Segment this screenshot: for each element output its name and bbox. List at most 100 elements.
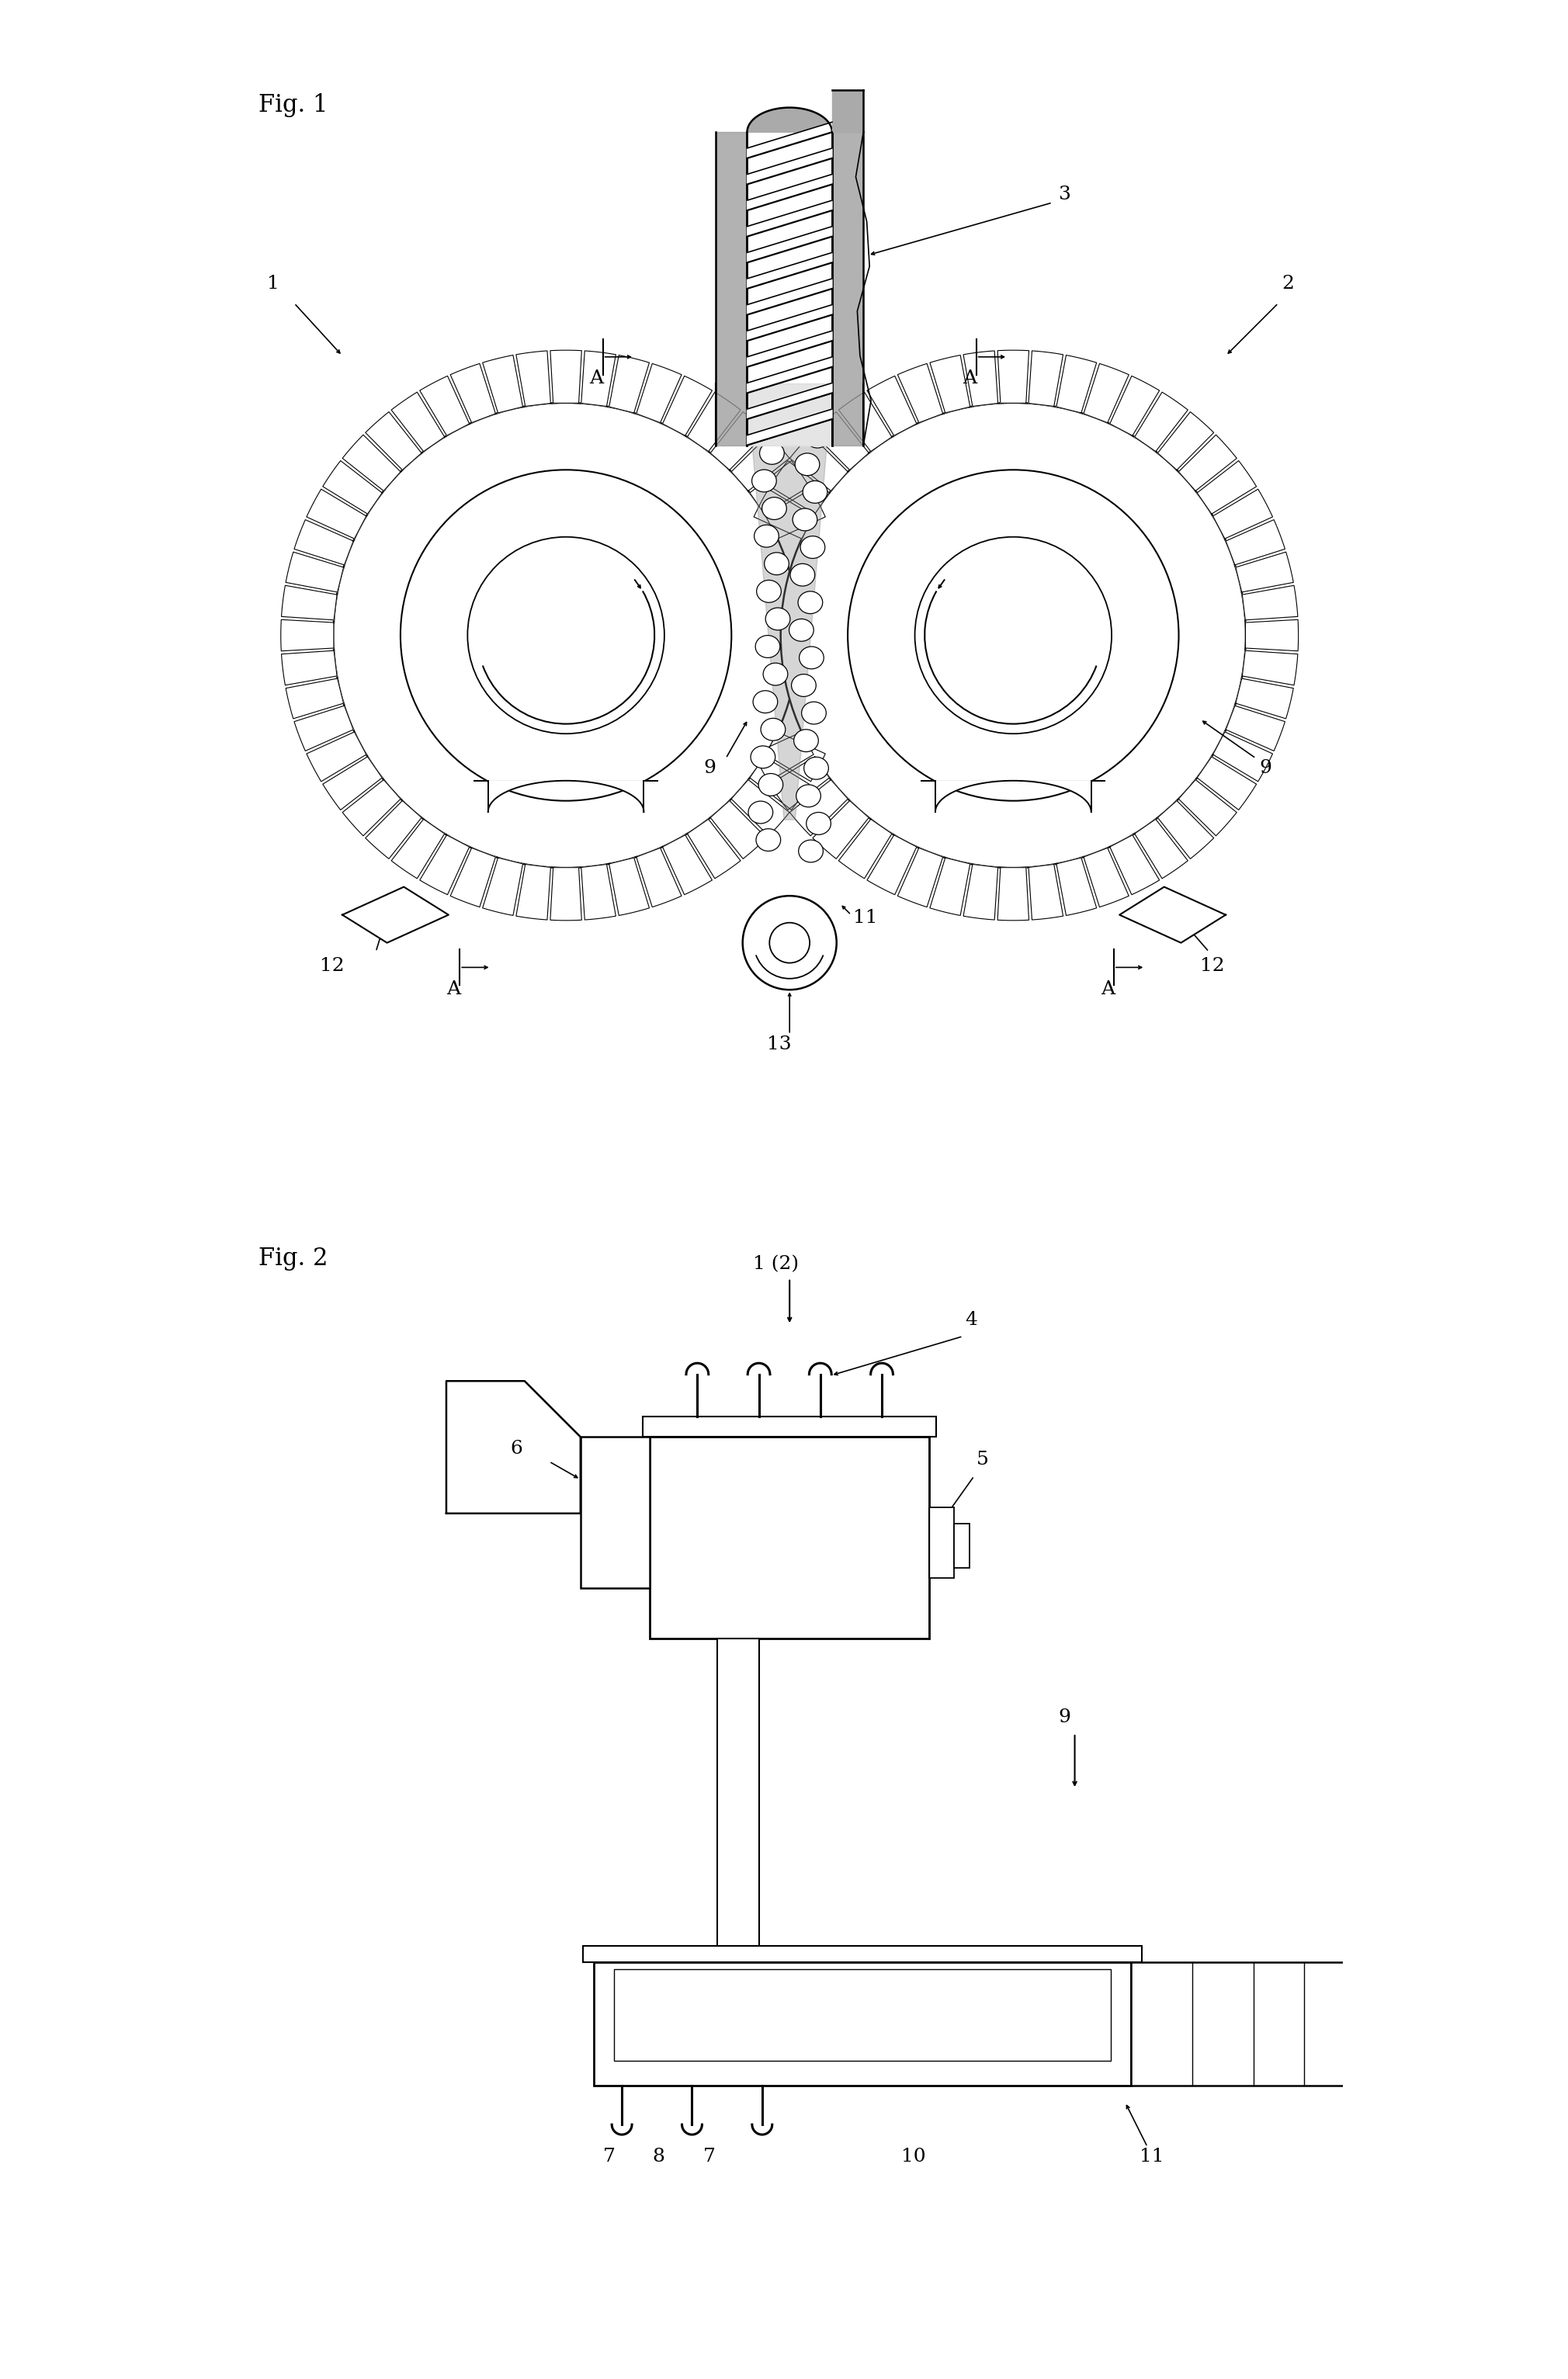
Polygon shape bbox=[1029, 350, 1063, 407]
Circle shape bbox=[281, 350, 851, 921]
Ellipse shape bbox=[764, 552, 789, 576]
Circle shape bbox=[334, 402, 798, 868]
Text: A: A bbox=[447, 980, 461, 999]
Polygon shape bbox=[637, 847, 682, 906]
Polygon shape bbox=[765, 733, 825, 780]
Polygon shape bbox=[746, 278, 833, 314]
Polygon shape bbox=[935, 780, 1091, 811]
Polygon shape bbox=[746, 331, 833, 366]
Polygon shape bbox=[731, 435, 789, 490]
Text: 7: 7 bbox=[704, 2148, 717, 2165]
Polygon shape bbox=[582, 864, 616, 921]
Ellipse shape bbox=[806, 811, 831, 835]
Text: 6: 6 bbox=[510, 1439, 522, 1458]
Text: 8: 8 bbox=[652, 2148, 665, 2165]
Polygon shape bbox=[1179, 435, 1237, 490]
Polygon shape bbox=[746, 147, 833, 183]
Ellipse shape bbox=[746, 359, 771, 381]
Polygon shape bbox=[1236, 552, 1294, 592]
Polygon shape bbox=[1226, 707, 1286, 752]
Polygon shape bbox=[420, 835, 469, 895]
Polygon shape bbox=[307, 733, 367, 780]
Polygon shape bbox=[285, 678, 343, 718]
Polygon shape bbox=[637, 364, 682, 423]
Ellipse shape bbox=[798, 397, 822, 421]
Polygon shape bbox=[1110, 376, 1159, 435]
Text: A: A bbox=[590, 369, 604, 388]
Text: 11: 11 bbox=[1140, 2148, 1163, 2165]
Bar bbox=[953, 1523, 969, 1568]
Ellipse shape bbox=[751, 747, 775, 768]
Polygon shape bbox=[750, 757, 809, 809]
Polygon shape bbox=[342, 780, 400, 835]
Polygon shape bbox=[365, 412, 422, 471]
Ellipse shape bbox=[750, 414, 775, 438]
Bar bbox=[580, 1437, 649, 1587]
Polygon shape bbox=[281, 619, 334, 652]
Polygon shape bbox=[342, 887, 448, 942]
Polygon shape bbox=[812, 802, 869, 859]
Text: 4: 4 bbox=[966, 1311, 977, 1330]
Ellipse shape bbox=[804, 426, 829, 447]
Text: A: A bbox=[1101, 980, 1115, 999]
Polygon shape bbox=[488, 780, 644, 811]
Ellipse shape bbox=[790, 564, 815, 585]
Polygon shape bbox=[839, 393, 892, 452]
Text: 11: 11 bbox=[853, 909, 878, 925]
Text: 1 (2): 1 (2) bbox=[753, 1256, 798, 1273]
Polygon shape bbox=[833, 90, 864, 133]
Circle shape bbox=[743, 897, 837, 990]
Polygon shape bbox=[550, 868, 582, 921]
Ellipse shape bbox=[798, 840, 823, 861]
Polygon shape bbox=[1245, 619, 1298, 652]
Polygon shape bbox=[1110, 835, 1159, 895]
Polygon shape bbox=[281, 649, 337, 685]
Polygon shape bbox=[295, 707, 353, 752]
Ellipse shape bbox=[800, 647, 823, 668]
Polygon shape bbox=[746, 174, 833, 209]
Bar bbox=[1131, 1963, 1355, 2086]
Text: 13: 13 bbox=[767, 1035, 792, 1054]
Polygon shape bbox=[516, 864, 550, 921]
Polygon shape bbox=[710, 802, 767, 859]
Circle shape bbox=[914, 538, 1112, 733]
Polygon shape bbox=[746, 383, 833, 821]
Polygon shape bbox=[833, 133, 864, 445]
Polygon shape bbox=[839, 818, 892, 878]
Text: 9: 9 bbox=[1259, 759, 1272, 776]
Polygon shape bbox=[754, 733, 814, 780]
Text: 12: 12 bbox=[320, 956, 345, 975]
Ellipse shape bbox=[798, 592, 823, 614]
Polygon shape bbox=[746, 383, 833, 445]
Bar bbox=[649, 1437, 930, 1639]
Polygon shape bbox=[608, 859, 649, 916]
Polygon shape bbox=[897, 364, 942, 423]
Polygon shape bbox=[1120, 887, 1226, 942]
Polygon shape bbox=[1135, 818, 1189, 878]
Text: A: A bbox=[963, 369, 977, 388]
Polygon shape bbox=[1196, 462, 1256, 514]
Polygon shape bbox=[1196, 757, 1256, 809]
Ellipse shape bbox=[748, 802, 773, 823]
Polygon shape bbox=[1083, 847, 1129, 906]
Ellipse shape bbox=[759, 773, 782, 797]
Ellipse shape bbox=[795, 452, 820, 476]
Polygon shape bbox=[963, 864, 997, 921]
Circle shape bbox=[467, 538, 665, 733]
Polygon shape bbox=[963, 350, 997, 407]
Bar bbox=[930, 1508, 953, 1577]
Ellipse shape bbox=[808, 371, 833, 393]
Polygon shape bbox=[582, 350, 616, 407]
Polygon shape bbox=[897, 847, 942, 906]
Ellipse shape bbox=[754, 526, 779, 547]
Polygon shape bbox=[746, 357, 833, 393]
Polygon shape bbox=[710, 412, 767, 471]
Polygon shape bbox=[420, 376, 469, 435]
Text: Fig. 1: Fig. 1 bbox=[259, 93, 328, 117]
Text: 3: 3 bbox=[1058, 186, 1071, 202]
Polygon shape bbox=[392, 818, 445, 878]
Ellipse shape bbox=[751, 469, 776, 492]
Polygon shape bbox=[1226, 519, 1286, 564]
Polygon shape bbox=[365, 802, 422, 859]
Polygon shape bbox=[483, 354, 522, 414]
